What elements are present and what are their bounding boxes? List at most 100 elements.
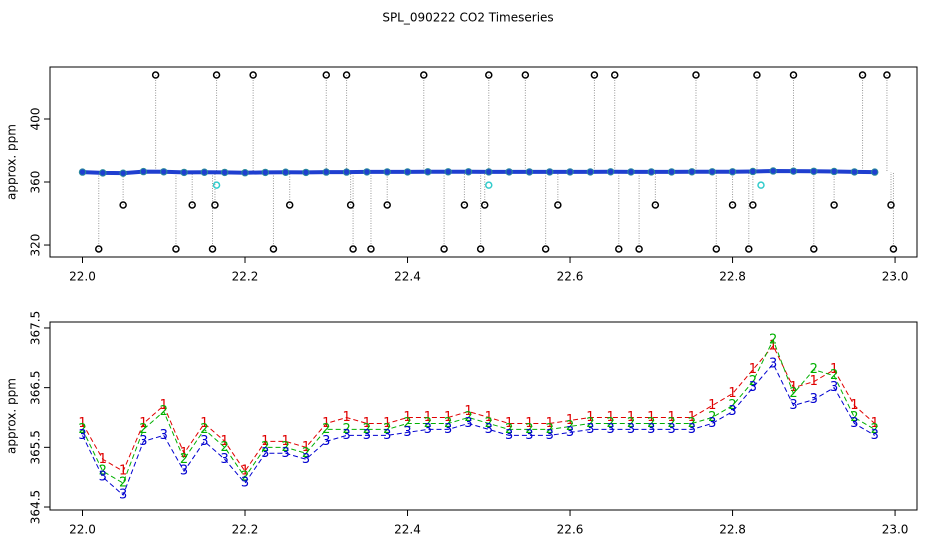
outlier-point — [212, 71, 221, 79]
data-point: 1 — [282, 434, 290, 449]
data-point — [119, 169, 127, 177]
outlier-point — [789, 71, 798, 79]
data-point: 2 — [667, 416, 675, 431]
outlier-point — [95, 245, 103, 253]
data-point: 1 — [789, 380, 797, 395]
data-point: 2 — [728, 398, 736, 413]
outlier-point — [151, 71, 160, 79]
data-point: 3 — [749, 380, 757, 395]
data-point: 3 — [485, 422, 493, 437]
x-tick-label: 22.2 — [232, 270, 259, 284]
flagged-point — [757, 181, 765, 189]
x-tick-label: 22.0 — [69, 270, 96, 284]
data-point: 2 — [769, 332, 777, 347]
data-point — [769, 167, 777, 175]
data-point: 3 — [708, 416, 716, 431]
data-point — [139, 167, 148, 176]
data-point: 3 — [525, 428, 533, 443]
data-point: 1 — [525, 416, 533, 431]
data-point — [606, 168, 615, 176]
data-point — [78, 168, 87, 176]
data-point — [180, 168, 188, 177]
y-axis-label: approx. ppm — [5, 124, 19, 200]
data-point: 3 — [383, 428, 391, 443]
outlier-point — [211, 201, 219, 209]
data-point: 3 — [647, 422, 655, 437]
chart-title: SPL_090222 CO2 Timeseries — [382, 11, 553, 25]
outlier-point — [367, 245, 375, 253]
data-point: 2 — [241, 470, 249, 485]
x-tick-label: 22.0 — [69, 523, 96, 537]
y-tick-label: 364.5 — [29, 490, 43, 524]
x-tick-label: 22.4 — [394, 523, 421, 537]
data-point: 3 — [221, 452, 229, 467]
data-point: 2 — [200, 422, 208, 437]
data-point — [281, 168, 290, 176]
data-point: 2 — [830, 368, 838, 383]
data-point — [302, 168, 310, 177]
y-tick-label: 367.5 — [29, 311, 43, 345]
data-point — [850, 168, 859, 176]
data-point — [221, 168, 229, 177]
data-point: 1 — [383, 416, 391, 431]
data-point: 2 — [424, 416, 432, 431]
outlier-point — [692, 71, 700, 79]
data-point: 2 — [810, 362, 818, 377]
data-point: 1 — [302, 440, 310, 455]
x-tick-label: 22.6 — [557, 523, 584, 537]
data-point — [505, 168, 513, 176]
data-point: 2 — [485, 416, 493, 431]
data-point: 1 — [464, 404, 472, 419]
x-tick-label: 22.8 — [719, 523, 746, 537]
data-point: 3 — [302, 452, 310, 467]
outlier-point — [322, 71, 331, 79]
y-tick-label: 360 — [29, 171, 43, 194]
data-point: 1 — [403, 410, 411, 425]
data-point: 2 — [444, 416, 452, 431]
outlier-point — [342, 71, 351, 79]
data-point — [708, 168, 716, 176]
data-point: 1 — [119, 464, 127, 479]
series-line — [82, 168, 875, 176]
outlier-point — [753, 71, 761, 79]
data-point: 2 — [688, 416, 696, 431]
data-point: 3 — [200, 434, 208, 449]
data-point: 3 — [363, 428, 371, 443]
data-point — [566, 168, 574, 176]
outlier-point — [810, 245, 818, 253]
outlier-point — [269, 245, 278, 253]
data-point: 1 — [546, 416, 554, 431]
data-point: 2 — [139, 422, 147, 437]
x-tick-label: 23.0 — [882, 523, 909, 537]
data-point: 2 — [180, 452, 188, 467]
data-point: 3 — [180, 464, 188, 479]
data-point: 2 — [850, 410, 858, 425]
data-point: 3 — [505, 428, 513, 443]
data-point: 2 — [586, 416, 594, 431]
data-point: 3 — [546, 428, 554, 443]
data-point — [322, 168, 330, 176]
y-tick-label: 365.5 — [29, 430, 43, 464]
data-point: 2 — [525, 422, 533, 437]
outlier-point — [440, 245, 448, 253]
data-point: 3 — [160, 428, 168, 443]
outlier-point — [830, 201, 838, 209]
data-point: 2 — [160, 404, 168, 419]
data-point: 3 — [99, 470, 107, 485]
outlier-point — [460, 201, 469, 209]
outlier-point — [635, 245, 643, 253]
data-point — [789, 167, 798, 175]
data-point: 2 — [871, 422, 879, 437]
data-point: 2 — [282, 440, 290, 455]
data-point: 1 — [200, 416, 208, 431]
data-point — [830, 167, 838, 176]
outlier-point — [119, 201, 127, 209]
data-point: 2 — [119, 476, 127, 491]
data-point — [160, 168, 168, 176]
outlier-point — [172, 245, 180, 253]
data-point: 2 — [302, 446, 310, 461]
data-point: 1 — [810, 374, 818, 389]
outlier-point — [383, 201, 391, 209]
outlier-point — [521, 71, 530, 79]
